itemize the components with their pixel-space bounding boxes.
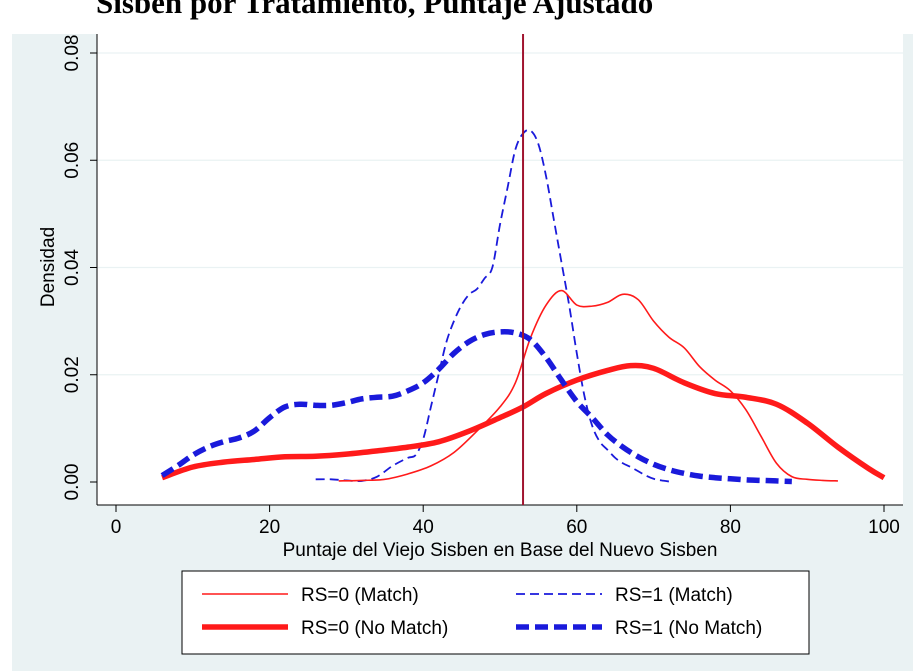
- legend: RS=0 (Match) RS=1 (Match) RS=0 (No Match) R…: [181, 570, 810, 655]
- x-tick-label: 60: [566, 517, 587, 538]
- series-line-rs-1-no-match: [160, 328, 792, 485]
- x-tick-label: 20: [259, 517, 280, 538]
- series-line-rs-0-match: [338, 289, 838, 482]
- x-axis-title: Puntaje del Viejo Sisben en Base del Nue…: [283, 540, 718, 561]
- plot-area: [97, 34, 903, 505]
- series-layer: [160, 129, 886, 485]
- legend-label: RS=0 (Match): [301, 585, 419, 606]
- series-line-rs-1-match: [315, 129, 670, 483]
- y-tick-label: 0.04: [62, 249, 83, 286]
- x-tick-label: 40: [413, 517, 434, 538]
- y-tick-label: 0.02: [62, 356, 83, 393]
- legend-label: RS=1 (No Match): [615, 618, 762, 639]
- y-tick-label: 0.08: [62, 35, 83, 72]
- legend-label: RS=1 (Match): [615, 585, 733, 606]
- x-tick-label: 0: [111, 517, 122, 538]
- y-tick-label: 0.00: [62, 464, 83, 501]
- legend-label: RS=0 (No Match): [301, 618, 448, 639]
- axes: 0.00 0.02 0.04 0.06 0.08 0 20 40 60 80 100: [62, 34, 903, 538]
- title-strip: Sisbén por Tratamiento, Puntaje Ajustado: [0, 0, 913, 34]
- legend-box: [181, 570, 810, 655]
- y-tick-label: 0.06: [62, 142, 83, 179]
- gridlines: [97, 52, 903, 376]
- chart-title: Sisbén por Tratamiento, Puntaje Ajustado: [96, 0, 654, 20]
- series-line-rs-0-no-match: [161, 362, 886, 481]
- y-axis-title: Densidad: [38, 227, 59, 307]
- x-tick-label: 80: [720, 517, 741, 538]
- x-tick-label: 100: [868, 517, 900, 538]
